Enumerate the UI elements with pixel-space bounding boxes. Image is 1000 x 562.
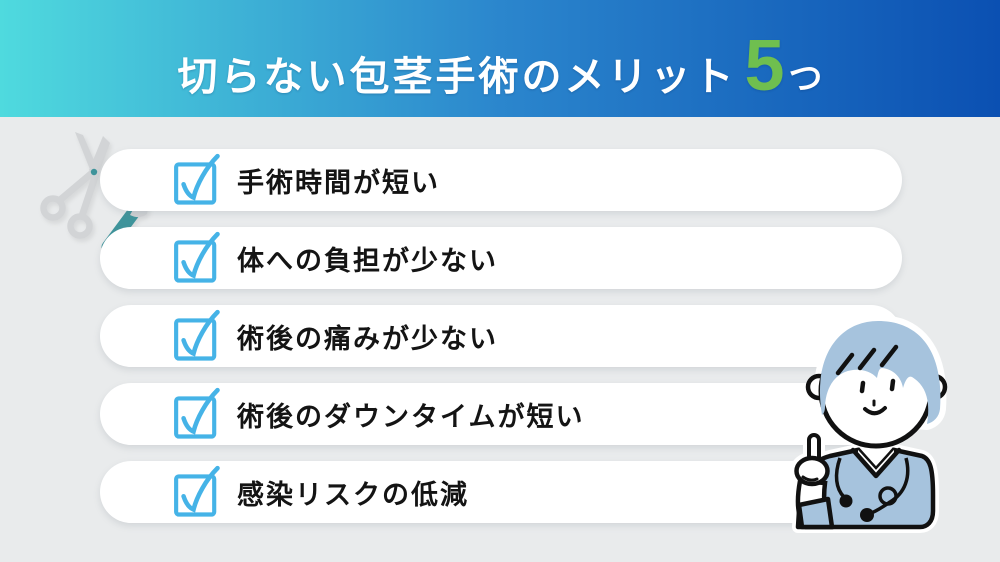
list-item: 術後のダウンタイムが短い	[100, 383, 902, 445]
checked-checkbox-icon	[174, 465, 220, 517]
page-title: 切らない包茎手術のメリット	[177, 55, 737, 99]
list-item: 体への負担が少ない	[100, 227, 902, 289]
checked-checkbox-icon	[174, 309, 220, 361]
page-title-number: 5	[744, 26, 785, 106]
list-item-label: 感染リスクの低減	[237, 479, 469, 510]
list-item: 術後の痛みが少ない	[100, 305, 902, 367]
header-banner: 切らない包茎手術のメリット 5 つ	[0, 0, 1000, 117]
benefits-list: 手術時間が短い 体への負担が少ない 術後の痛みが少ない 術後のダウンタイムが短い…	[0, 117, 1000, 539]
doctor-hair	[819, 321, 941, 424]
page-title-suffix: つ	[788, 60, 823, 98]
list-item: 感染リスクの低減	[100, 461, 902, 523]
checked-checkbox-icon	[174, 153, 220, 205]
list-item-label: 手術時間が短い	[237, 167, 440, 198]
list-item-label: 体への負担が少ない	[237, 245, 498, 276]
list-item-label: 術後の痛みが少ない	[237, 323, 498, 354]
doctor-pointing-illustration	[790, 315, 948, 533]
list-item-label: 術後のダウンタイムが短い	[237, 401, 585, 432]
checked-checkbox-icon	[174, 387, 220, 439]
list-item: 手術時間が短い	[100, 149, 902, 211]
stethoscope-icon	[834, 457, 910, 522]
pointing-hand	[794, 433, 835, 530]
scissors-icon	[40, 132, 110, 239]
checked-checkbox-icon	[174, 231, 220, 283]
